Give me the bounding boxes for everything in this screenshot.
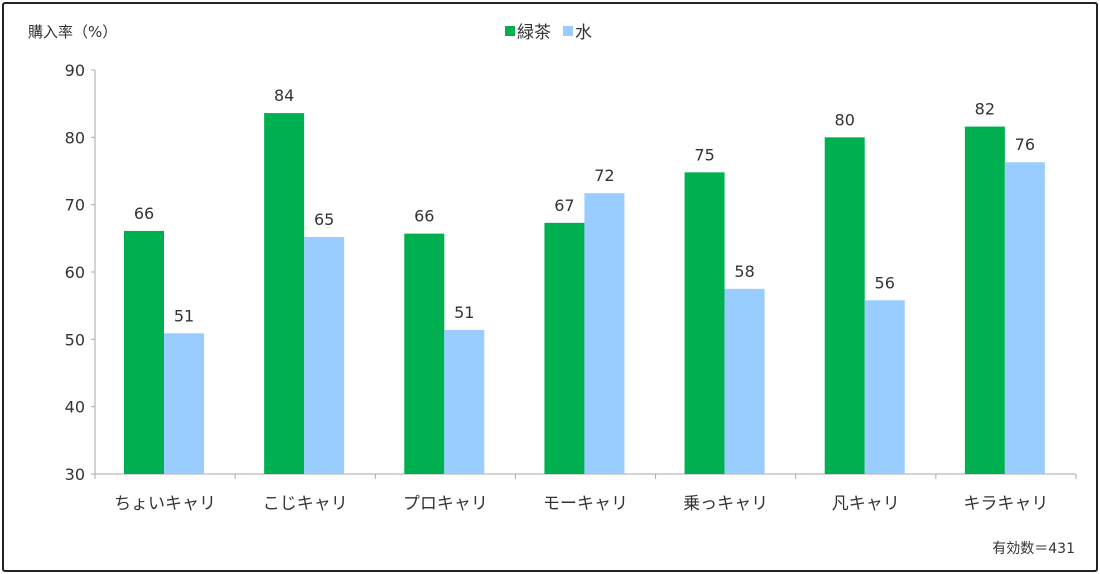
data-label: 51 [174, 306, 194, 325]
y-tick-label: 60 [65, 263, 85, 282]
x-tick-label: キラキャリ [963, 494, 1048, 514]
bar-水-凡キャリ [864, 300, 905, 474]
axes: 30 40 50 60 70 80 90 ちょいキャリ こじキャリ プロキャリ モーキャリ 乗っキャリ… [65, 61, 1077, 514]
legend-label: 緑茶 [517, 23, 551, 43]
y-tick-label: 50 [65, 330, 85, 349]
data-label: 51 [454, 303, 474, 322]
data-label: 72 [594, 166, 614, 185]
bar-緑茶-ちょいキャリ [124, 230, 164, 474]
bar-緑茶-凡キャリ [824, 137, 865, 475]
bar-水-乗っキャリ [724, 288, 765, 474]
y-tick-label: 90 [65, 61, 85, 80]
bar-緑茶-乗っキャリ [684, 172, 725, 474]
data-label: 82 [975, 100, 995, 119]
legend-swatch-緑茶 [505, 26, 515, 36]
y-tick-label: 30 [65, 465, 85, 484]
data-label: 66 [414, 207, 434, 226]
x-tick-label: 凡キャリ [832, 494, 900, 514]
bars: 66 84 66 67 75 80 82 51 65 51 72 58 56 76 [124, 86, 1045, 475]
bar-水-モーキャリ [584, 193, 625, 474]
legend: 緑茶 水 [505, 23, 592, 43]
bar-水-プロキャリ [444, 329, 485, 474]
bar-水-キラキャリ [1004, 162, 1045, 474]
sample-size-note: 有効数＝431 [992, 541, 1075, 557]
x-tick-label: モーキャリ [543, 494, 628, 514]
x-tick-label: ちょいキャリ [114, 494, 216, 514]
y-tick-label: 40 [65, 398, 85, 417]
data-label: 67 [554, 196, 574, 215]
bar-緑茶-モーキャリ [544, 222, 585, 474]
legend-label: 水 [575, 23, 592, 43]
x-tick-label: 乗っキャリ [683, 494, 768, 514]
data-label: 84 [274, 86, 294, 105]
legend-swatch-水 [563, 26, 573, 36]
data-label: 56 [875, 273, 895, 292]
data-label: 65 [314, 210, 334, 229]
x-tick-label: こじキャリ [263, 494, 348, 514]
data-label: 80 [835, 110, 855, 129]
bar-緑茶-こじキャリ [264, 113, 305, 475]
x-tick-label: プロキャリ [403, 494, 488, 514]
data-label: 66 [134, 204, 154, 223]
bar-緑茶-プロキャリ [404, 233, 445, 474]
bar-水-こじキャリ [304, 236, 345, 474]
y-tick-label: 80 [65, 128, 85, 147]
data-label: 75 [694, 145, 714, 164]
data-label: 58 [734, 262, 754, 281]
data-label: 76 [1015, 135, 1035, 154]
bar-水-ちょいキャリ [164, 333, 204, 474]
bar-緑茶-キラキャリ [964, 126, 1005, 474]
y-tick-label: 70 [65, 196, 85, 215]
y-axis-label: 購入率（%） [28, 23, 117, 41]
